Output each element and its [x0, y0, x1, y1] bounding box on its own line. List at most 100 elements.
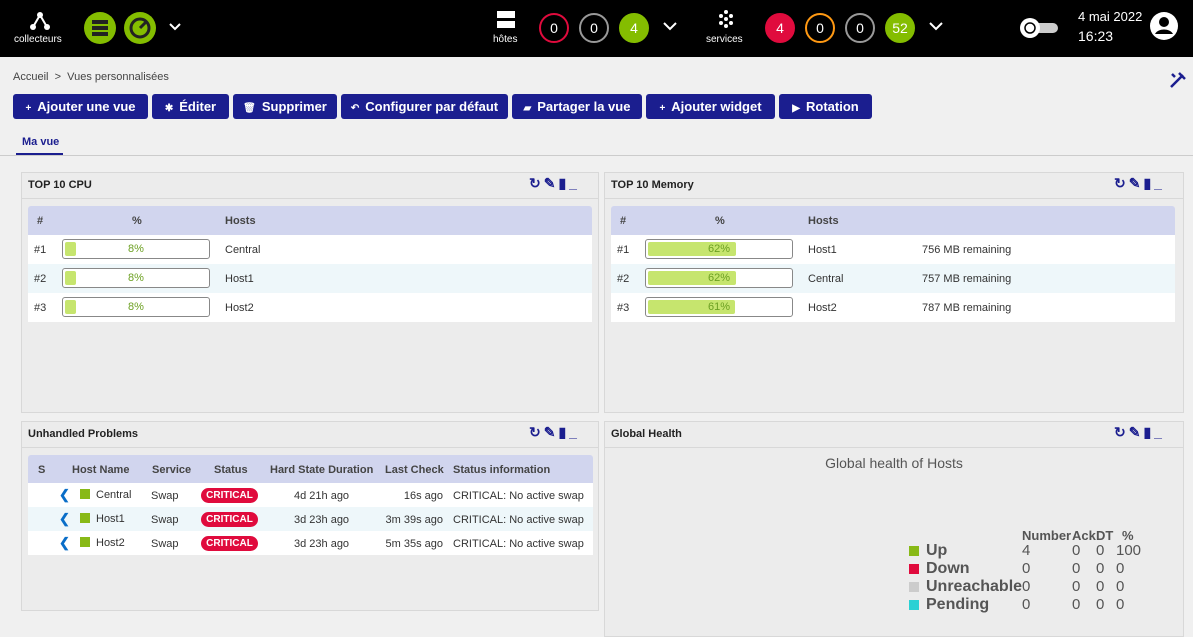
last-check: 5m 35s ago: [385, 538, 443, 550]
edit-icon[interactable]: [1169, 71, 1187, 89]
status-info: CRITICAL: No active swap: [453, 538, 584, 550]
widget-title-rule: [21, 447, 599, 448]
count-badge[interactable]: 4: [619, 13, 649, 43]
progress-label: 8%: [128, 272, 144, 284]
chevron[interactable]: [662, 20, 678, 32]
time: 16:23: [1078, 28, 1114, 44]
toolbar-button[interactable]: 🗑 Supprimer: [233, 94, 337, 119]
widget-actions[interactable]: ↻✎▮_: [529, 175, 580, 191]
legend-value: 0: [1072, 560, 1081, 577]
button-icon: +: [25, 103, 32, 114]
legend-value: 0: [1072, 578, 1081, 595]
host: Host2: [808, 302, 837, 314]
host-state: [80, 513, 90, 523]
host-name[interactable]: Host1: [96, 513, 125, 525]
progress-track: [62, 268, 210, 288]
host-state: [80, 537, 90, 547]
column-header: Host Name: [72, 464, 130, 476]
top-icons[interactable]: [83, 11, 193, 45]
crumb: Vues personnalisées: [67, 71, 169, 83]
divider: [0, 155, 1193, 156]
widget-title-rule: [604, 447, 1184, 448]
count-badge[interactable]: 0: [845, 13, 875, 43]
column-header: #: [620, 215, 627, 227]
pollers-icon[interactable]: [30, 10, 50, 30]
status-info: CRITICAL: No active swap: [453, 514, 584, 526]
column-header: Status: [214, 464, 248, 476]
count-badge[interactable]: 0: [539, 13, 569, 43]
table-header: [611, 206, 1175, 235]
rank: #3: [34, 302, 47, 314]
status-badge: CRITICAL: [201, 536, 258, 551]
chevron[interactable]: [928, 20, 944, 32]
breadcrumb: Accueil > Vues personnalisées: [13, 71, 169, 83]
toolbar-button[interactable]: ✱ Éditer: [152, 94, 229, 119]
legend-column: Ack: [1072, 528, 1096, 543]
toolbar-button[interactable]: + Ajouter une vue: [13, 94, 148, 119]
legend-value: 0: [1096, 542, 1105, 559]
host-state: [80, 489, 90, 499]
toolbar-button[interactable]: ↶ Configurer par défaut: [341, 94, 508, 119]
legend-value: 0: [1022, 560, 1031, 577]
remaining: 756 MB remaining: [922, 244, 1012, 256]
service: Swap: [151, 490, 179, 502]
toolbar-button[interactable]: + Ajouter widget: [646, 94, 775, 119]
count-badge[interactable]: 4: [765, 13, 795, 43]
separator: >: [54, 71, 62, 83]
legend-swatch: [909, 600, 919, 610]
toolbar-button[interactable]: ▶ Rotation: [779, 94, 872, 119]
rank: #2: [617, 273, 630, 285]
count-badge[interactable]: 0: [579, 13, 609, 43]
widget-title: TOP 10 Memory: [611, 179, 694, 191]
hosts-label: hôtes: [493, 34, 518, 45]
progress-bar: [648, 242, 737, 256]
progress-bar: [648, 300, 735, 314]
widget-title: TOP 10 CPU: [28, 179, 92, 191]
button-label: Éditer: [179, 99, 217, 114]
button-icon: +: [659, 103, 666, 114]
tab[interactable]: Ma vue: [22, 136, 60, 148]
host-icon: ❮: [59, 511, 70, 526]
column-header: Hard State Duration: [270, 464, 374, 476]
legend-value: 0: [1116, 596, 1125, 613]
legend-column: DT: [1096, 528, 1114, 543]
button-label: Configurer par défaut: [365, 99, 499, 114]
progress-track: [62, 297, 210, 317]
widget-actions[interactable]: ↻✎▮_: [529, 424, 580, 440]
host-name[interactable]: Central: [96, 489, 132, 501]
hosts-icon[interactable]: [496, 10, 516, 30]
widget-actions[interactable]: ↻✎▮_: [1114, 175, 1165, 191]
legend-state: Pending: [926, 596, 990, 613]
status-info: CRITICAL: No active swap: [453, 490, 584, 502]
count-badge[interactable]: 52: [885, 13, 915, 43]
duration: 4d 21h ago: [294, 490, 350, 502]
legend-value: 0: [1096, 596, 1105, 613]
column-header: Service: [152, 464, 192, 476]
host: Host1: [225, 273, 254, 285]
legend-value: 0: [1116, 560, 1125, 577]
progress-label: 8%: [128, 243, 144, 255]
widget-title: Unhandled Problems: [28, 428, 139, 440]
tab-underline: [16, 153, 63, 155]
host-name[interactable]: Host2: [96, 537, 125, 549]
column-header: Status information: [453, 464, 551, 476]
user-icon[interactable]: [1149, 11, 1179, 41]
count-badge[interactable]: 0: [805, 13, 835, 43]
progress-label: 62%: [707, 243, 731, 255]
crumb[interactable]: Accueil: [13, 71, 49, 83]
status-badge: CRITICAL: [201, 512, 258, 527]
host: Central: [808, 273, 844, 285]
widget-actions[interactable]: ↻✎▮_: [1114, 424, 1165, 440]
services-icon[interactable]: [717, 10, 735, 28]
legend-swatch: [909, 564, 919, 574]
legend-value: 0: [1096, 578, 1105, 595]
button-icon: 🗑: [243, 103, 256, 114]
button-icon: ▰: [523, 103, 532, 114]
toolbar-button[interactable]: ▰ Partager la vue: [512, 94, 642, 119]
legend-value: 100: [1116, 542, 1142, 559]
table-header: [28, 206, 592, 235]
legend-state: Up: [926, 542, 948, 559]
legend-value: 0: [1096, 560, 1105, 577]
theme-toggle[interactable]: [1018, 16, 1060, 40]
button-icon: ↶: [350, 103, 360, 114]
